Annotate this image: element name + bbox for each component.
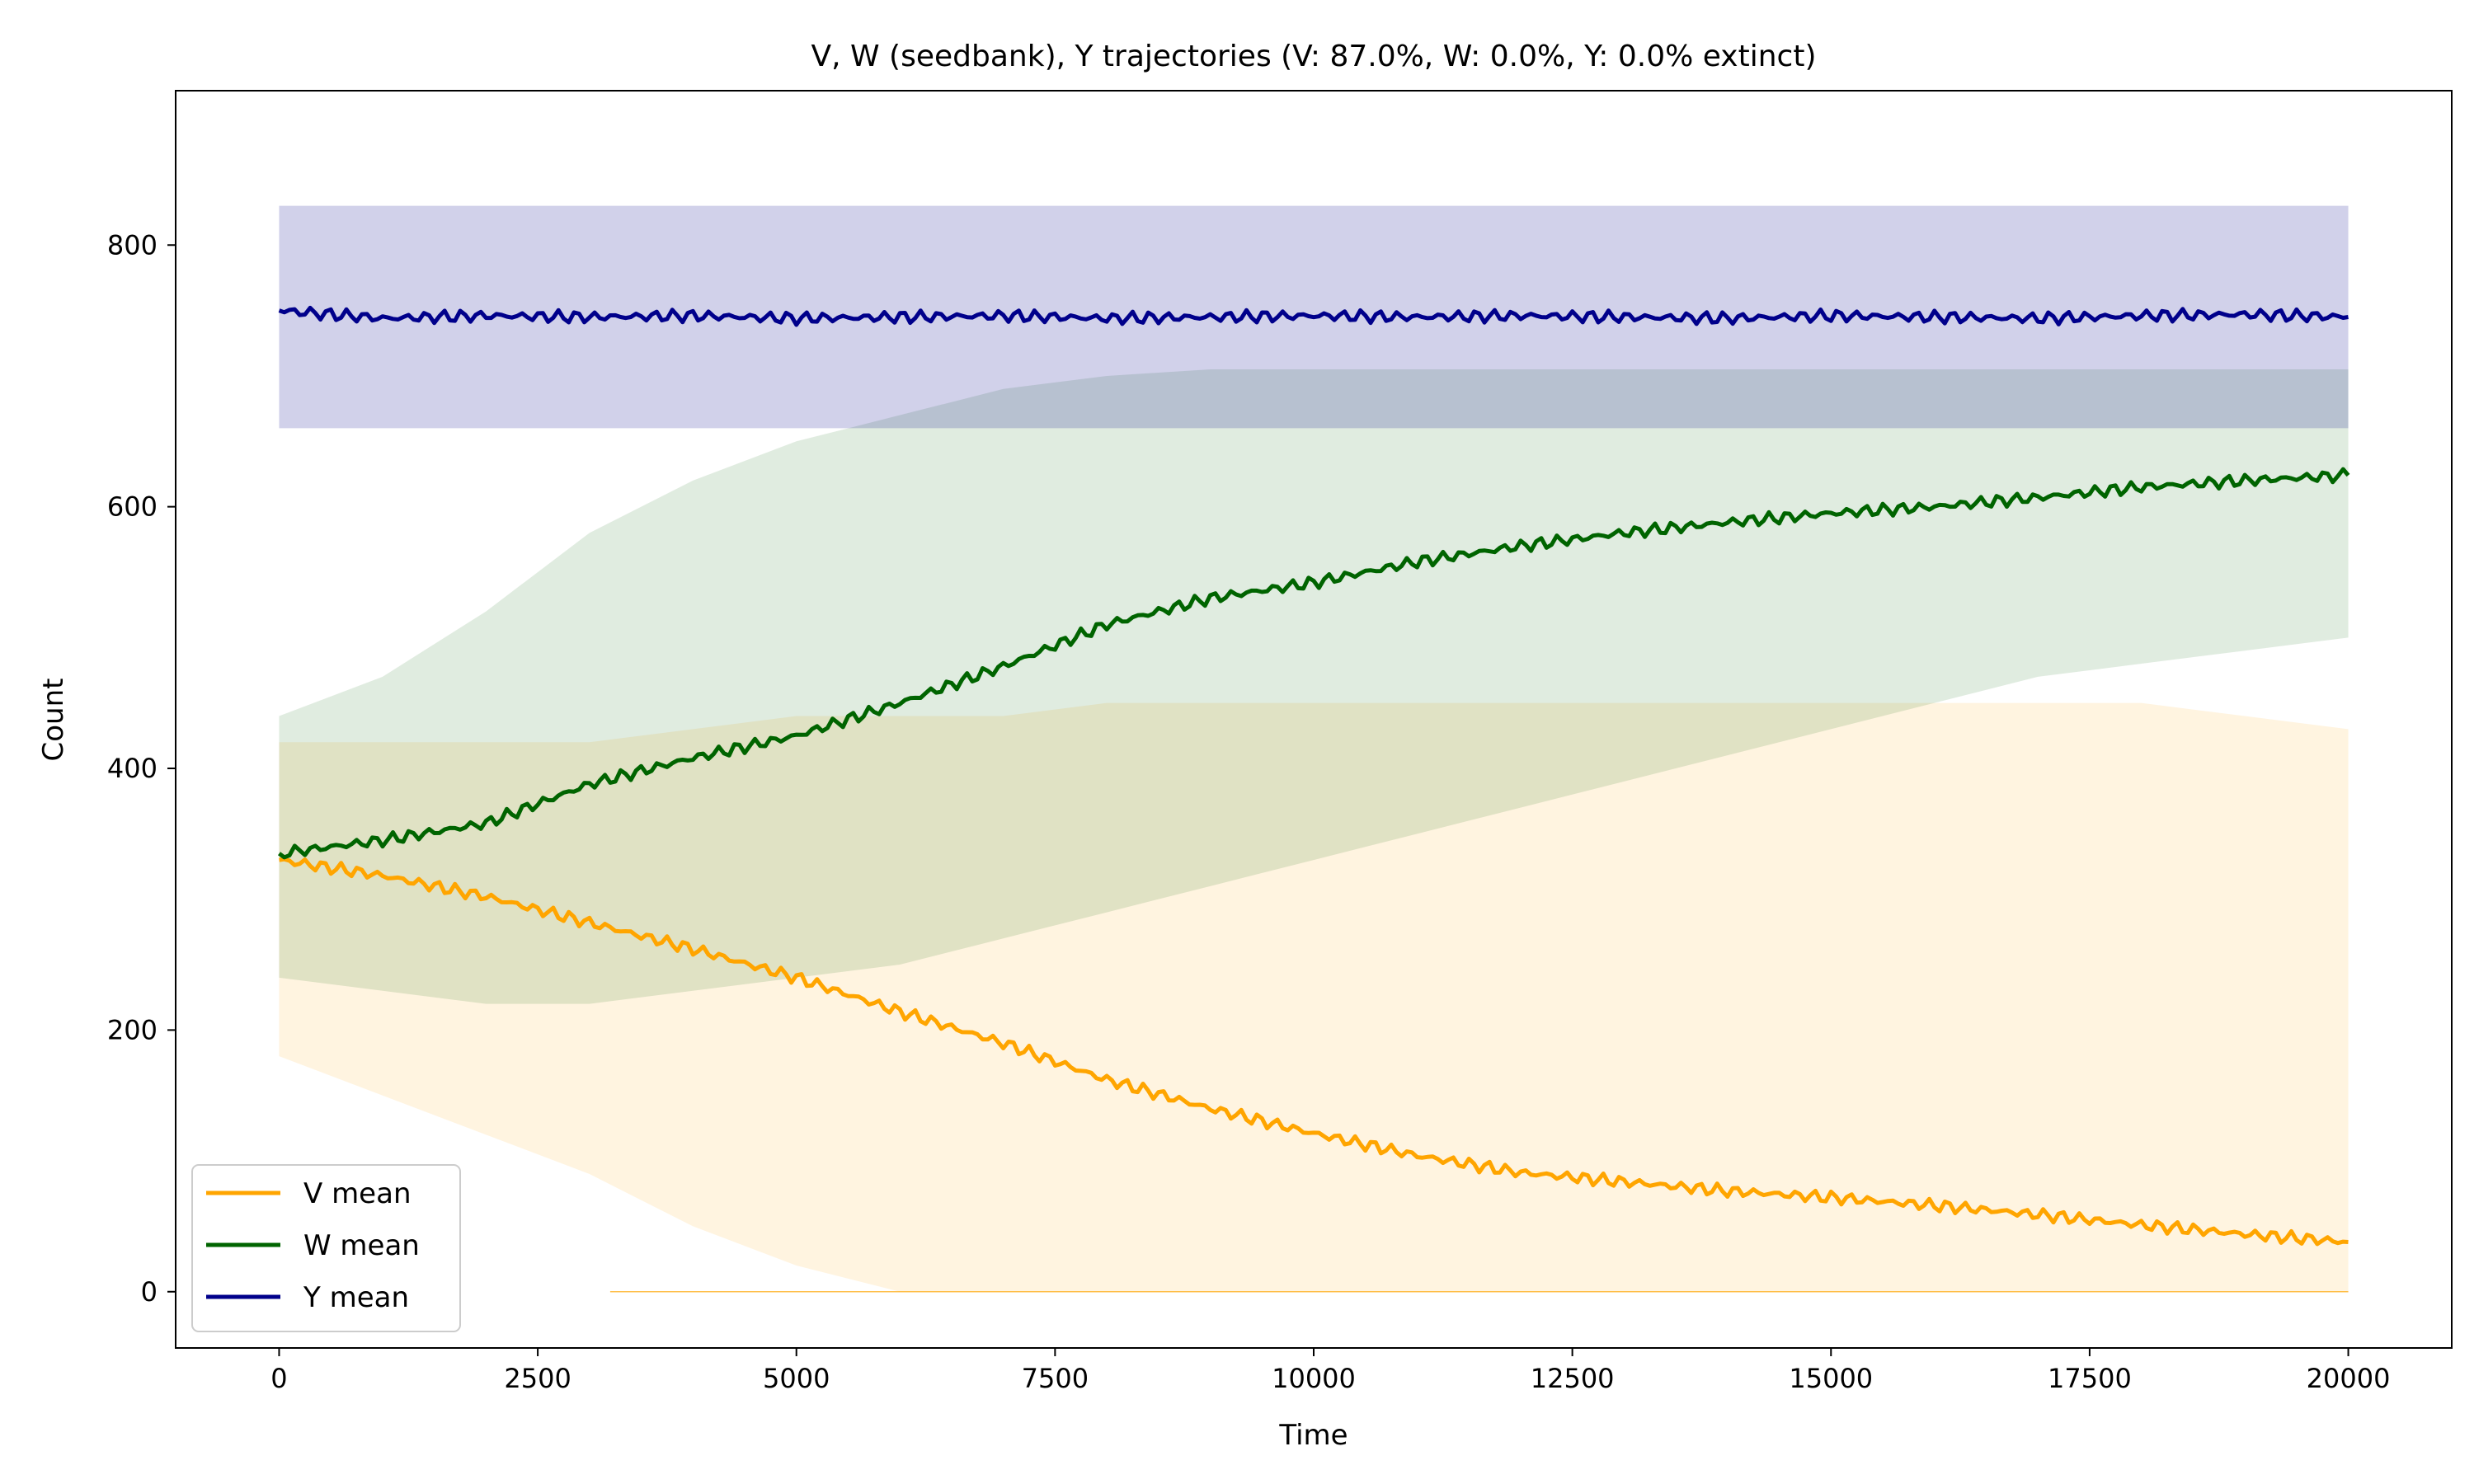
series-line-w-mean [277, 467, 2350, 860]
legend-label: W mean [303, 1229, 420, 1262]
x-tick-label: 0 [270, 1363, 287, 1394]
y-tick-label: 0 [141, 1276, 158, 1308]
x-tick-label: 20000 [2307, 1363, 2391, 1394]
legend-label: V mean [303, 1177, 412, 1210]
x-axis: 0 2500 5000 7500 10000 12500 15000 17500 20000 [270, 1348, 2390, 1394]
y-tick-label: 400 [107, 753, 158, 784]
band-v-mean [279, 702, 2349, 1292]
trajectory-bands [279, 205, 2349, 1293]
band-w-mean [279, 369, 2349, 1004]
legend: V mean W mean Y mean [191, 1164, 461, 1332]
x-tick-label: 15000 [1789, 1363, 1873, 1394]
mean-lines [277, 305, 2350, 1247]
x-tick-label: 12500 [1531, 1363, 1615, 1394]
x-axis-label: Time [1278, 1419, 1348, 1452]
legend-box [191, 1164, 461, 1332]
y-tick-label: 800 [107, 229, 158, 261]
x-tick-label: 5000 [763, 1363, 830, 1394]
x-tick-label: 17500 [2048, 1363, 2132, 1394]
x-tick-label: 10000 [1272, 1363, 1356, 1394]
x-tick-label: 7500 [1022, 1363, 1089, 1394]
y-axis: 0 200 400 600 800 [107, 229, 176, 1308]
y-tick-label: 200 [107, 1014, 158, 1045]
x-tick-label: 2500 [504, 1363, 571, 1394]
y-tick-label: 600 [107, 491, 158, 523]
series-line-y-mean [278, 305, 2349, 327]
chart-title: V, W (seedbank), Y trajectories (V: 87.0… [811, 40, 1816, 73]
legend-label: Y mean [303, 1281, 409, 1314]
series-line-v-mean [279, 857, 2349, 1247]
y-axis-label: Count [37, 679, 70, 762]
